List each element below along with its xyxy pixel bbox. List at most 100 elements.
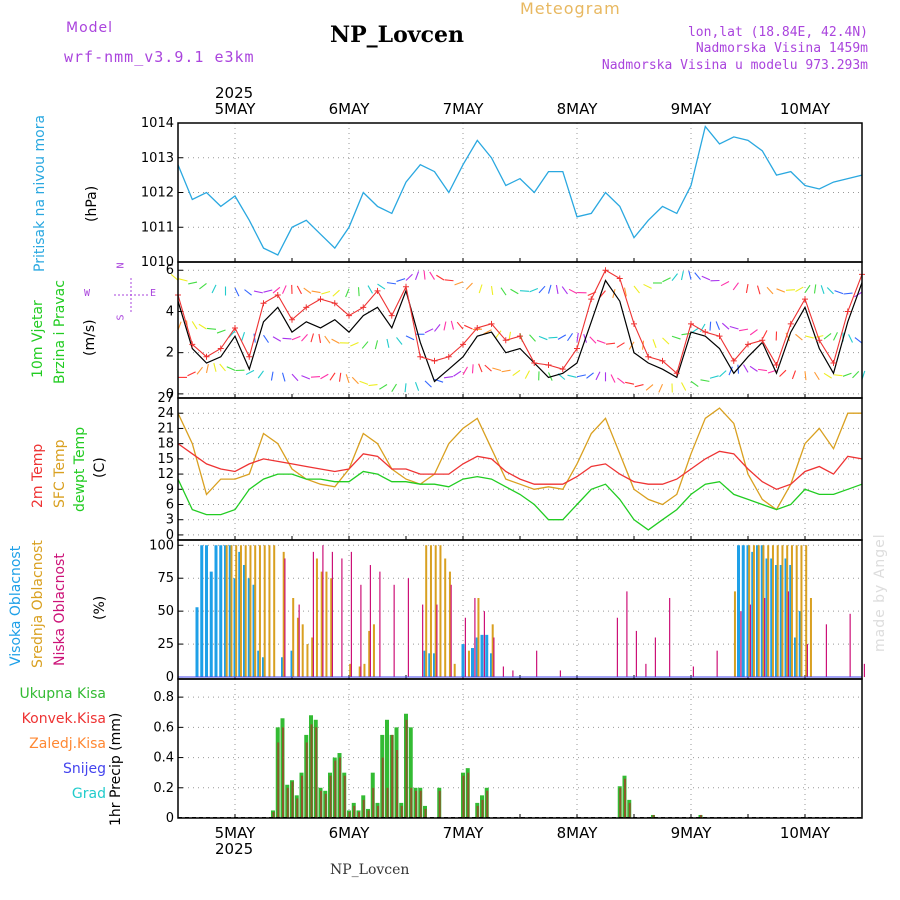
- altitude-label: Nadmorska Visina 1459m: [695, 41, 868, 56]
- top-day-label: 10MAY: [780, 100, 831, 118]
- conv-precip-bar: [396, 750, 398, 818]
- conv-precip-bar: [277, 742, 280, 818]
- pressure-frame: [177, 122, 863, 263]
- wind-arrow: [701, 275, 711, 281]
- wind-gust-marker: [616, 275, 623, 282]
- wind-gust-marker: [260, 300, 267, 307]
- wind-arrow: [852, 371, 860, 379]
- wind-ytick-label: 4: [166, 304, 174, 319]
- wind-arrow: [188, 281, 198, 285]
- temperature-ytick-label: 21: [157, 421, 174, 436]
- temperature-ytick-label: 12: [157, 467, 174, 482]
- wind-arrow: [681, 382, 687, 391]
- wind-arrow: [199, 282, 207, 290]
- wind-arrow: [548, 336, 558, 339]
- wind-arrow: [568, 288, 578, 295]
- pressure-ytick-label: 1012: [141, 186, 174, 201]
- wind-arrow: [561, 286, 568, 295]
- wind-arrow: [804, 335, 814, 339]
- wind-arrow: [749, 365, 758, 372]
- wind-arrow: [454, 281, 464, 286]
- wind-arrow: [331, 338, 340, 344]
- bottom-day-label: 8MAY: [557, 824, 599, 842]
- pressure-ytick-label: 1014: [141, 116, 174, 131]
- wind-gust-marker: [716, 333, 723, 340]
- conv-precip-bar: [415, 790, 417, 818]
- wind-arrow: [662, 337, 670, 345]
- wind-arrow: [804, 371, 807, 381]
- wind-arrow: [690, 380, 699, 387]
- wind-arrow: [823, 372, 832, 379]
- wind-arrow: [311, 290, 321, 294]
- wind-arrow: [645, 384, 654, 391]
- wind-arrow: [680, 271, 684, 281]
- wind-arrow: [350, 341, 359, 347]
- wind-arrow: [301, 375, 311, 380]
- top-day-label: 6MAY: [329, 100, 371, 118]
- conv-precip-bar: [628, 802, 631, 818]
- wind-speed-line: [177, 279, 863, 383]
- wind-arrow: [776, 288, 786, 293]
- wind-arrow: [345, 288, 350, 298]
- wind-gust-marker: [787, 320, 794, 327]
- wind-arrow: [719, 370, 727, 378]
- wind-arrow: [464, 324, 473, 330]
- wind-gust-marker: [517, 333, 523, 340]
- wind-arrow: [205, 364, 209, 374]
- wind-arrow: [351, 376, 359, 385]
- wind-ytick-label: 2: [166, 346, 174, 361]
- wind-arrow: [715, 321, 721, 330]
- wind-gust-marker: [346, 312, 352, 319]
- top-year-label: 2025: [215, 84, 254, 102]
- wind-arrow: [291, 373, 299, 382]
- conv-precip-bar: [291, 781, 294, 818]
- wind-gust-marker: [531, 359, 538, 366]
- wind-gust-marker: [802, 296, 808, 303]
- wind-arrow: [367, 285, 373, 294]
- legend-snow: Snijeg: [62, 761, 106, 777]
- wind-arrow: [424, 328, 434, 334]
- wind-arrow: [282, 337, 292, 340]
- wind-arrow: [589, 336, 597, 344]
- pressure-ytick-label: 1010: [141, 255, 174, 270]
- precip-ytick-label: 0.8: [153, 690, 174, 705]
- model-name: wrf-nmm_v3.9.1 e3km: [64, 48, 255, 66]
- temperature-ytick-label: 15: [157, 452, 174, 467]
- wind-gust-marker: [303, 304, 310, 311]
- wind-arrow: [450, 320, 455, 330]
- wind-arrow: [595, 371, 601, 381]
- wind-arrow: [538, 285, 546, 294]
- wind-arrow: [368, 384, 378, 387]
- wind-arrow: [443, 376, 453, 379]
- wind-arrow: [272, 286, 281, 294]
- wind-gust-marker: [232, 324, 238, 331]
- conv-precip-bar: [700, 814, 702, 818]
- model-altitude-label: Nadmorska Visina u modelu 973.293m: [601, 58, 868, 73]
- wind-gust-marker: [431, 357, 438, 364]
- sfc-temp-line: [177, 407, 862, 511]
- wind-arrow: [813, 284, 817, 294]
- wind-gust-marker: [445, 353, 452, 360]
- page-title: NP_Lovcen: [330, 22, 464, 48]
- precip-ytick-label: 0.4: [153, 751, 174, 766]
- wind-arrow: [662, 277, 671, 283]
- top-day-label: 9MAY: [671, 100, 713, 118]
- wind-arrow: [296, 285, 302, 295]
- wind-gust-marker: [474, 324, 481, 331]
- wind-arrow: [318, 333, 322, 343]
- wind-arrow: [270, 371, 274, 381]
- wind-arrow: [745, 283, 749, 294]
- wind-arrow: [377, 283, 386, 290]
- wind-arrow: [471, 364, 474, 374]
- wind-gust-marker: [816, 337, 823, 344]
- wind-arrow: [709, 375, 719, 379]
- compass-west: W: [84, 288, 91, 299]
- wind-arrow: [396, 278, 406, 282]
- conv-precip-bar: [381, 757, 384, 818]
- wind-arrow: [216, 329, 226, 334]
- wind-gust-marker: [645, 353, 652, 360]
- conv-precip-bar: [301, 775, 303, 818]
- wind-arrow: [178, 278, 188, 282]
- wind-arrow: [386, 338, 390, 348]
- cloud-ytick-label: 50: [157, 604, 174, 619]
